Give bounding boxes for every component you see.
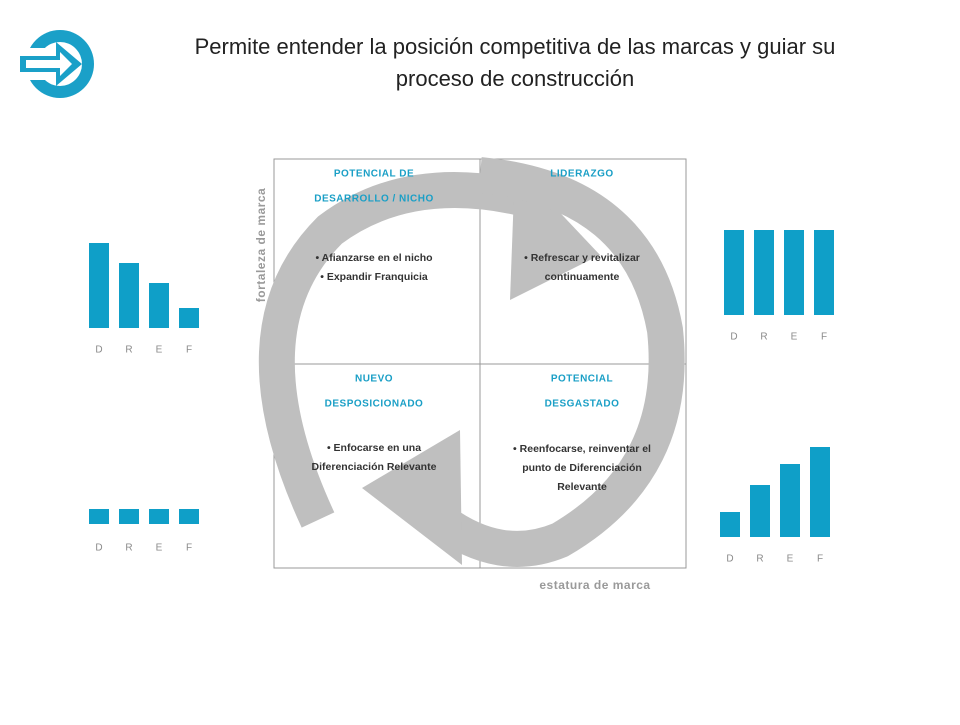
bar-label: F (186, 543, 192, 554)
bar (149, 283, 169, 328)
quadrant-title: POTENCIAL (551, 374, 613, 385)
bar-label: F (817, 554, 823, 565)
bar-label: D (730, 332, 737, 343)
bar-label: R (125, 543, 132, 554)
quadrant-title: DESARROLLO / NICHO (314, 194, 434, 205)
bar (89, 509, 109, 524)
bar (179, 509, 199, 524)
bar (179, 308, 199, 328)
quadrant-title: POTENCIAL DE (334, 169, 414, 180)
bar (149, 509, 169, 524)
bar-label: E (156, 345, 163, 356)
title: proceso de construcción (396, 66, 634, 91)
bullet: • Enfocarse en una Diferenciación Relevan… (312, 442, 437, 473)
x-axis-label: estatura de marca (539, 578, 650, 592)
bar-label: R (756, 554, 763, 565)
bar-label: E (791, 332, 798, 343)
bar-label: R (125, 345, 132, 356)
quadrant-title: NUEVO (355, 374, 393, 385)
bar (119, 263, 139, 328)
bullet: • Afianzarse en el nicho (315, 252, 432, 264)
bar (810, 447, 830, 537)
bar (724, 230, 744, 315)
y-axis-label: fortaleza de marca (254, 188, 268, 302)
cycle-arrows (258, 157, 685, 567)
bar-label: D (726, 554, 733, 565)
bar (754, 230, 774, 315)
bar (750, 485, 770, 537)
bar-label: F (186, 345, 192, 356)
bar-label: E (787, 554, 794, 565)
bar (784, 230, 804, 315)
bar (89, 243, 109, 328)
bar (814, 230, 834, 315)
bar-label: R (760, 332, 767, 343)
bar-label: D (95, 543, 102, 554)
bullet: • Expandir Franquicia (320, 271, 428, 283)
bar-label: D (95, 345, 102, 356)
title: Permite entender la posición competitiva… (195, 34, 836, 59)
bar (119, 509, 139, 524)
bar (720, 512, 740, 537)
bar-label: F (821, 332, 827, 343)
bullet: • Reenfocarse, reinventar el punto de Dif… (513, 443, 651, 493)
bar-label: E (156, 543, 163, 554)
quadrant-title: DESGASTADO (545, 399, 620, 410)
bullet: • Refrescar y revitalizar continuamente (524, 252, 640, 283)
bar (780, 464, 800, 537)
quadrant-title: DESPOSICIONADO (325, 399, 424, 410)
logo-icon (20, 30, 94, 98)
quadrant-title: LIDERAZGO (550, 169, 613, 180)
